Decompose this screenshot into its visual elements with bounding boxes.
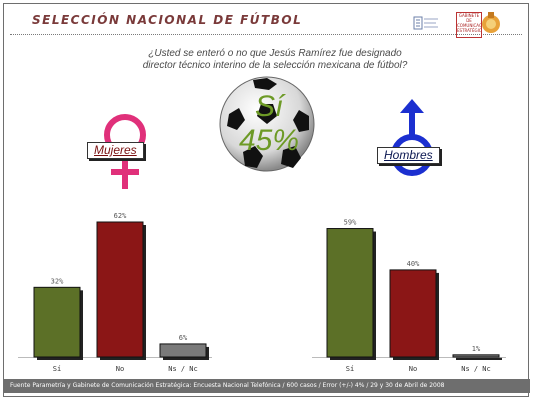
category-label: Ns / Nc — [461, 365, 491, 373]
emblem-logo — [482, 12, 500, 33]
category-label: No — [116, 365, 124, 373]
data-label: 40% — [407, 260, 420, 268]
highlight-value: 45% — [239, 124, 299, 157]
soccer-ball-image: Sí 45% — [219, 76, 315, 172]
category-label: Sí — [346, 365, 354, 373]
question-line-1: ¿Usted se enteró o no que Jesús Ramírez … — [148, 48, 402, 59]
data-label: 59% — [344, 219, 357, 227]
bar-hombres-2 — [452, 354, 500, 358]
data-label: 32% — [51, 277, 64, 285]
women-group-label: Mujeres — [87, 142, 144, 159]
slide-frame — [3, 3, 529, 397]
data-label: 62% — [114, 212, 127, 220]
question-line-2: director técnico interino de la selecció… — [142, 60, 408, 71]
institution-logo — [413, 16, 438, 30]
page-title: SELECCIÓN NACIONAL DE FÚTBOL — [32, 13, 303, 27]
category-label: Sí — [53, 365, 61, 373]
bar-mujeres-0 — [33, 286, 81, 358]
bar-hombres-0 — [326, 228, 374, 358]
survey-question: ¿Usted se enteró o no que Jesús Ramírez … — [100, 48, 450, 72]
bar-mujeres-1 — [96, 221, 144, 358]
source-footer: Fuente Parametría y Gabinete de Comunica… — [4, 379, 530, 393]
category-label: Ns / Nc — [168, 365, 198, 373]
header-divider — [10, 34, 522, 35]
bar-hombres-1 — [389, 269, 437, 358]
highlight-label: Sí — [255, 90, 286, 123]
gce-logo: GABINETE DE COMUNICACIÓN ESTRATÉGICA — [456, 12, 482, 38]
data-label: 6% — [179, 334, 188, 342]
men-group-label: Hombres — [377, 147, 440, 164]
category-label: No — [409, 365, 417, 373]
bar-mujeres-2 — [159, 343, 207, 358]
data-label: 1% — [472, 345, 481, 353]
gce-logo-text: GABINETE DE COMUNICACIÓN ESTRATÉGICA — [457, 13, 482, 33]
bar-shadow — [456, 357, 502, 360]
